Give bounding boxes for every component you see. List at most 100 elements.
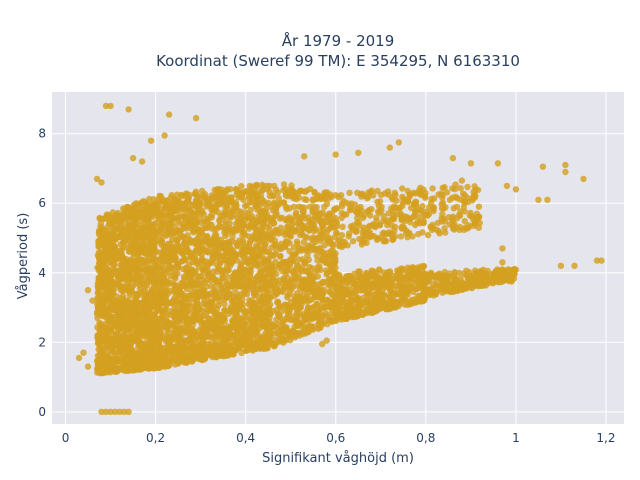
data-point — [237, 222, 245, 229]
data-point — [382, 279, 390, 286]
data-point — [453, 283, 460, 290]
data-point — [162, 232, 170, 239]
data-point — [147, 318, 155, 325]
data-point — [169, 345, 176, 352]
data-point — [122, 327, 129, 334]
data-point — [121, 262, 128, 269]
data-point — [242, 310, 250, 317]
data-point — [334, 304, 342, 311]
data-point — [201, 279, 208, 286]
data-point — [212, 289, 219, 297]
data-point — [271, 284, 278, 291]
data-point — [280, 181, 288, 188]
data-point — [318, 235, 325, 242]
data-point — [200, 237, 207, 244]
data-point — [129, 302, 136, 309]
data-point — [227, 262, 234, 269]
data-point — [251, 260, 259, 268]
data-point — [433, 288, 440, 295]
data-point — [418, 298, 425, 305]
data-point — [251, 252, 259, 259]
data-point — [349, 280, 356, 287]
data-point — [428, 270, 435, 278]
data-point — [219, 212, 227, 219]
data-point — [342, 276, 349, 283]
data-point — [163, 316, 170, 323]
data-point — [243, 187, 250, 195]
data-point — [326, 288, 333, 295]
data-point — [284, 223, 291, 230]
data-point — [149, 343, 156, 351]
data-point — [311, 314, 319, 321]
data-point — [298, 277, 305, 284]
data-point — [319, 290, 327, 297]
data-point — [224, 230, 231, 237]
data-point — [181, 204, 189, 211]
data-point — [217, 241, 225, 248]
data-point — [200, 339, 207, 346]
data-point — [183, 338, 190, 345]
data-point — [123, 256, 130, 263]
data-point — [266, 336, 273, 343]
data-point — [315, 321, 322, 328]
data-point — [153, 329, 160, 337]
data-point — [272, 330, 279, 337]
data-point — [144, 290, 151, 297]
data-point — [177, 192, 185, 199]
data-point — [316, 280, 324, 288]
data-point — [342, 287, 350, 294]
data-point — [221, 293, 228, 300]
data-point — [133, 214, 141, 221]
data-point — [99, 273, 106, 280]
data-point — [117, 283, 124, 291]
data-point — [264, 186, 271, 193]
data-point — [209, 237, 216, 244]
chart-title-line-2: Koordinat (Sweref 99 TM): E 354295, N 61… — [156, 52, 520, 70]
data-point — [216, 197, 223, 204]
data-point — [177, 345, 184, 353]
data-point — [243, 202, 250, 209]
data-point — [258, 310, 266, 318]
data-point — [138, 311, 146, 318]
data-point — [129, 254, 137, 262]
data-point — [256, 208, 264, 215]
data-point — [292, 211, 299, 218]
data-point — [297, 187, 305, 194]
data-point — [198, 187, 206, 195]
data-point — [333, 297, 340, 304]
data-point — [290, 270, 297, 277]
data-point — [242, 315, 249, 323]
data-point — [221, 300, 228, 308]
data-point — [191, 292, 198, 300]
data-point — [224, 351, 231, 358]
data-point — [125, 283, 132, 290]
data-point — [386, 294, 393, 301]
data-point — [170, 230, 178, 237]
data-point — [323, 218, 330, 226]
data-point — [280, 331, 288, 338]
data-point — [433, 282, 441, 289]
data-point — [227, 256, 235, 264]
data-point — [354, 189, 361, 196]
data-point — [133, 293, 141, 300]
data-point — [143, 244, 150, 252]
data-point — [141, 294, 148, 302]
data-point — [205, 272, 212, 280]
data-point — [303, 196, 310, 204]
data-point — [230, 324, 238, 331]
data-point — [308, 296, 315, 303]
data-point — [326, 298, 334, 305]
data-point — [284, 304, 291, 312]
data-point — [113, 331, 120, 338]
data-point — [191, 190, 199, 198]
data-point — [403, 291, 410, 298]
data-point — [145, 214, 152, 222]
data-point — [173, 236, 180, 243]
data-point — [110, 336, 118, 343]
data-point — [124, 234, 132, 241]
data-point — [188, 350, 195, 357]
data-point — [133, 353, 140, 360]
data-point — [237, 301, 244, 308]
data-point — [280, 187, 287, 194]
data-point — [288, 286, 295, 293]
